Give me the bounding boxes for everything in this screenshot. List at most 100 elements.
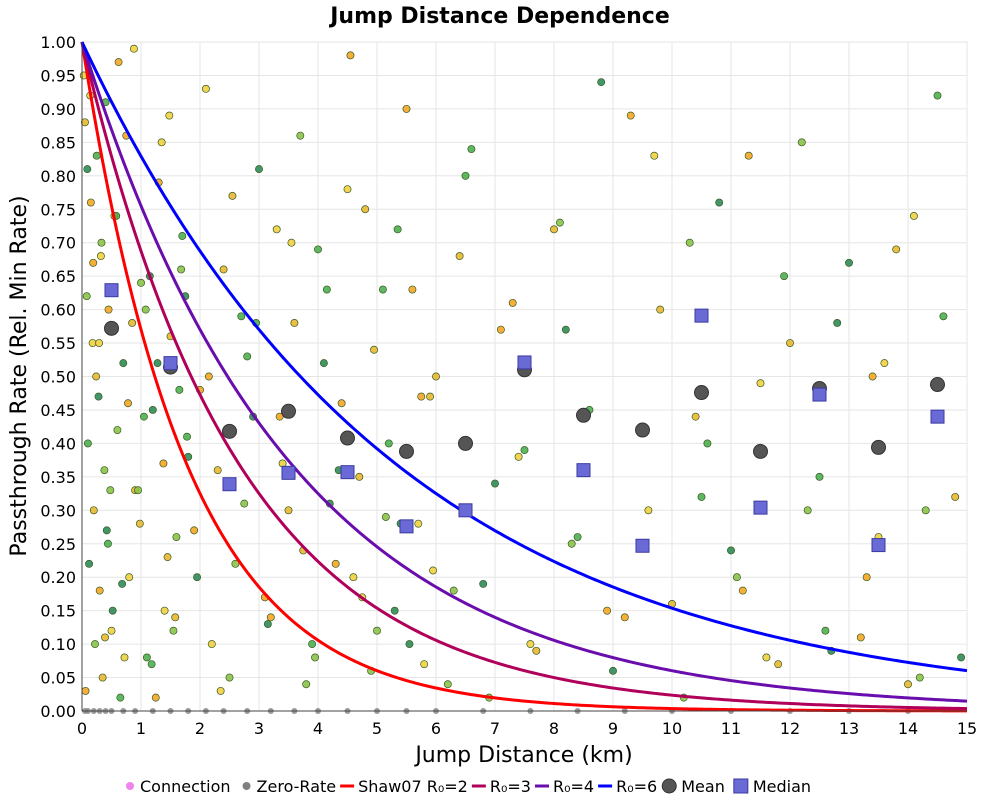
y-tick-label: 1.00	[40, 33, 76, 52]
connection-point	[892, 245, 901, 254]
y-tick-label: 0.70	[40, 234, 76, 253]
connection-point	[467, 145, 476, 153]
x-tick-label: 9	[608, 719, 618, 738]
connection-point	[147, 660, 156, 669]
x-tick-label: 13	[839, 719, 859, 738]
connection-point	[685, 238, 694, 247]
connection-point	[393, 225, 402, 234]
median-point	[222, 477, 237, 492]
median-point	[458, 503, 473, 518]
connection-point	[732, 573, 741, 582]
connection-point	[96, 252, 105, 261]
connection-point	[449, 586, 458, 595]
connection-point	[104, 305, 113, 314]
y-tick-label: 0.55	[40, 334, 76, 353]
connection-point	[455, 252, 464, 261]
connection-point	[92, 151, 101, 160]
connection-point	[108, 606, 117, 615]
connection-point	[803, 506, 812, 515]
connection-point	[951, 492, 960, 501]
y-tick-label: 0.25	[40, 535, 76, 554]
y-tick-label: 0.45	[40, 401, 76, 420]
connection-point	[797, 138, 806, 147]
connection-point	[915, 673, 924, 682]
connection-point	[216, 686, 225, 695]
mean-point	[340, 430, 355, 446]
connection-point	[491, 479, 499, 488]
legend-connection-marker	[126, 782, 134, 790]
connection-point	[756, 379, 765, 388]
mean-point	[694, 385, 709, 401]
connection-point	[856, 633, 865, 642]
y-tick-labels: 0.00 0.05 0.10 0.15 0.20 0.25 0.30 0.35 0.40 0.45…	[40, 33, 76, 721]
legend-median-marker	[733, 778, 749, 794]
median-point	[104, 283, 119, 298]
connection-point	[266, 613, 275, 622]
curve-line	[80, 41, 967, 713]
connection-point	[880, 359, 889, 368]
legend-label: Mean	[681, 777, 725, 796]
y-tick-label: 0.60	[40, 301, 76, 320]
connection-point	[118, 579, 127, 588]
connection-point	[228, 191, 237, 200]
connection-point	[225, 673, 234, 682]
mean-point	[399, 443, 414, 459]
connection-point	[207, 640, 216, 649]
connection-point	[384, 439, 393, 448]
connection-point	[550, 225, 558, 234]
connection-point	[479, 579, 488, 588]
connection-point	[573, 533, 582, 542]
connection-point	[81, 686, 90, 695]
connection-point	[160, 606, 169, 615]
connection-point	[461, 171, 470, 180]
mean-point	[930, 377, 945, 393]
x-tick-label: 2	[195, 719, 205, 738]
connection-point	[107, 626, 116, 635]
connection-point	[496, 325, 505, 334]
connection-point	[381, 513, 390, 521]
mean-point	[458, 435, 473, 451]
x-axis-label: Jump Distance (km)	[413, 743, 632, 768]
connection-point	[201, 84, 210, 93]
y-tick-label: 0.00	[40, 702, 76, 721]
connection-point	[626, 111, 635, 120]
connection-point	[139, 412, 148, 421]
y-tick-label: 0.20	[40, 568, 76, 587]
legend-label: Median	[753, 777, 811, 796]
connection-point	[957, 653, 966, 662]
median-point	[517, 355, 532, 370]
connection-point	[88, 339, 97, 347]
connection-point	[97, 238, 106, 247]
connection-point	[909, 211, 918, 220]
connection-point	[148, 406, 157, 414]
connection-point	[113, 426, 122, 434]
connection-point	[120, 653, 129, 662]
y-tick-label: 0.05	[40, 669, 76, 688]
connection-point	[151, 693, 160, 702]
median-point	[930, 409, 945, 424]
y-axis-label: Passthrough Rate (Rel. Min Rate)	[7, 195, 32, 556]
connection-point	[417, 392, 426, 401]
connection-point	[308, 640, 317, 649]
connection-point	[172, 533, 181, 542]
x-tick-label: 4	[313, 719, 323, 738]
connection-point	[114, 58, 123, 67]
connection-point	[603, 606, 612, 615]
connection-point	[284, 506, 293, 515]
connection-point	[691, 412, 700, 421]
connection-point	[100, 466, 109, 475]
connection-point	[567, 539, 576, 548]
connection-point	[520, 446, 529, 455]
connection-point	[868, 372, 877, 381]
connection-point	[104, 539, 112, 548]
connection-point	[703, 439, 712, 448]
connection-point	[125, 573, 134, 582]
y-tick-label: 0.80	[40, 167, 76, 186]
connection-point	[508, 298, 517, 307]
connection-point	[727, 546, 735, 555]
connection-point	[213, 466, 222, 475]
connection-point	[190, 526, 199, 535]
legend: Connection Zero-Rate Shaw07 R₀=2 R₀=3 R₀=4 R₀…	[126, 777, 811, 796]
connection-point	[402, 104, 411, 113]
